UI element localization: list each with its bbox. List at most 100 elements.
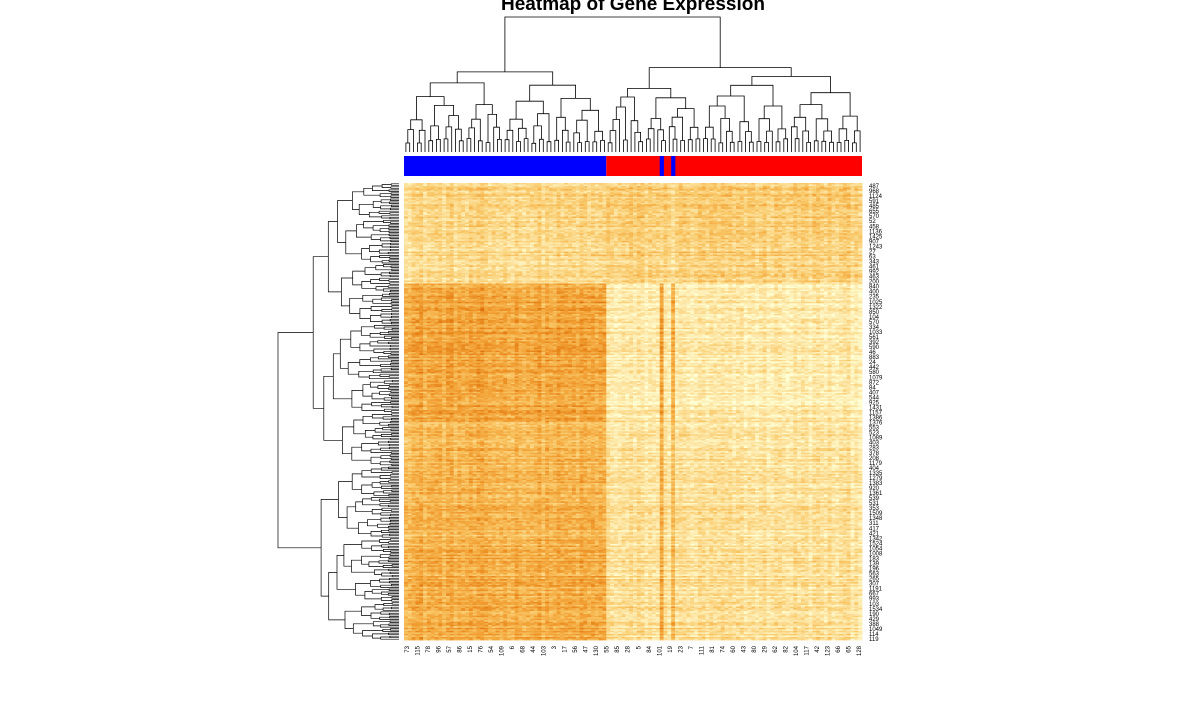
dendrogram-branch	[383, 417, 399, 419]
dendrogram-branch	[373, 201, 381, 207]
dendrogram-branch	[372, 393, 384, 399]
dendrogram-branch	[370, 342, 391, 346]
dendrogram-branch	[392, 434, 400, 436]
dendrogram-branch	[390, 534, 399, 536]
dendrogram-branch	[601, 140, 605, 152]
dendrogram-branch	[392, 300, 399, 302]
dendrogram-branch	[390, 275, 399, 277]
dendrogram-branch	[340, 339, 351, 368]
dendrogram-branch	[373, 436, 391, 439]
dendrogram-branch	[390, 517, 400, 519]
dendrogram-branch	[765, 143, 769, 153]
dendrogram-branch	[392, 329, 399, 331]
dendrogram-branch	[390, 208, 399, 210]
dendrogram-branch	[338, 482, 352, 518]
dendrogram-branch	[613, 120, 620, 153]
dendrogram-branch	[392, 490, 399, 492]
dendrogram-branch	[372, 186, 389, 191]
dendrogram-branch	[547, 142, 551, 152]
dendrogram-branch	[384, 327, 399, 329]
dendrogram-branch	[380, 255, 399, 257]
dendrogram-branch	[390, 475, 399, 477]
dendrogram-branch	[391, 196, 399, 198]
dendrogram-branch	[628, 88, 671, 97]
dendrogram-branch	[392, 414, 399, 416]
dendrogram-branch	[557, 117, 566, 140]
dendrogram-branch	[392, 607, 400, 609]
dendrogram-branch	[472, 119, 481, 141]
dendrogram-branch	[381, 206, 392, 209]
dendrogram-branch	[313, 257, 328, 409]
dendrogram-branch	[631, 121, 638, 152]
dendrogram-branch	[390, 249, 399, 251]
dendrogram-branch	[371, 449, 391, 452]
dendrogram-branch	[391, 313, 399, 315]
dendrogram-branch	[390, 581, 399, 583]
dendrogram-branch	[853, 143, 857, 152]
dendrogram-branch	[347, 507, 358, 528]
dendrogram-branch	[681, 141, 685, 153]
dendrogram-branch	[646, 139, 650, 152]
dendrogram-branch	[800, 105, 822, 119]
dendrogram-branch	[389, 394, 399, 396]
dendrogram-branch	[822, 141, 826, 152]
dendrogram-branch	[383, 565, 399, 567]
dendrogram-branch	[467, 139, 471, 153]
dendrogram-branch	[392, 361, 400, 363]
dendrogram-branch	[376, 287, 388, 290]
dendrogram-branch	[389, 633, 400, 635]
dendrogram-branch	[717, 96, 744, 122]
dendrogram-branch	[374, 492, 389, 495]
dendrogram-branch	[356, 502, 373, 512]
dendrogram-branch	[610, 131, 616, 152]
dendrogram-branch	[752, 77, 831, 93]
dendrogram-branch	[350, 298, 363, 313]
dendrogram-branch	[389, 530, 399, 532]
dendrogram-branch	[417, 143, 421, 152]
dendrogram-branch	[776, 142, 780, 152]
dendrogram-branch	[344, 545, 362, 567]
dendrogram-branch	[372, 415, 391, 419]
dendrogram-branch	[352, 390, 363, 407]
dendrogram-branch	[757, 142, 761, 153]
dendrogram-branch	[608, 143, 612, 152]
dendrogram-branch	[807, 142, 811, 152]
dendrogram-branch	[370, 358, 391, 361]
dendrogram-branch	[635, 132, 641, 152]
dendrogram-branch	[478, 141, 482, 152]
dendrogram-branch	[392, 472, 399, 474]
dendrogram-branch	[505, 17, 720, 72]
dendrogram-branch	[532, 143, 536, 152]
dendrogram-branch	[321, 500, 338, 597]
dendrogram-branch	[380, 625, 399, 627]
dendrogram-branch	[390, 246, 399, 248]
dendrogram-branch	[845, 140, 849, 152]
dendrogram-branch	[369, 246, 382, 252]
dendrogram-branch	[517, 142, 521, 153]
dendrogram-branch	[706, 127, 714, 139]
dendrogram-branch	[381, 468, 399, 470]
dendrogram-branch	[392, 565, 399, 567]
dendrogram-branch	[616, 107, 625, 140]
dendrogram-branch	[390, 616, 399, 618]
dendrogram-branch	[380, 482, 399, 484]
dendrogram-branch	[430, 83, 484, 105]
dendrogram-branch	[538, 114, 549, 142]
column-group-color-bar	[404, 156, 862, 176]
dendrogram-branch	[711, 139, 715, 152]
dendrogram-branch	[391, 391, 399, 393]
color-bar-group-2	[606, 156, 862, 176]
dendrogram-branch	[380, 229, 389, 232]
dendrogram-branch	[390, 621, 399, 623]
dendrogram-branch	[476, 105, 492, 120]
dendrogram-branch	[369, 212, 381, 217]
dendrogram-branch	[391, 266, 399, 268]
dendrogram-branch	[391, 290, 400, 292]
dendrogram-branch	[578, 143, 582, 152]
dendrogram-branch	[431, 126, 439, 141]
dendrogram-branch	[380, 332, 399, 334]
dendrogram-branch	[390, 524, 399, 526]
dendrogram-branch	[469, 128, 475, 152]
dendrogram-branch	[391, 551, 399, 553]
dendrogram-branch	[378, 386, 389, 389]
